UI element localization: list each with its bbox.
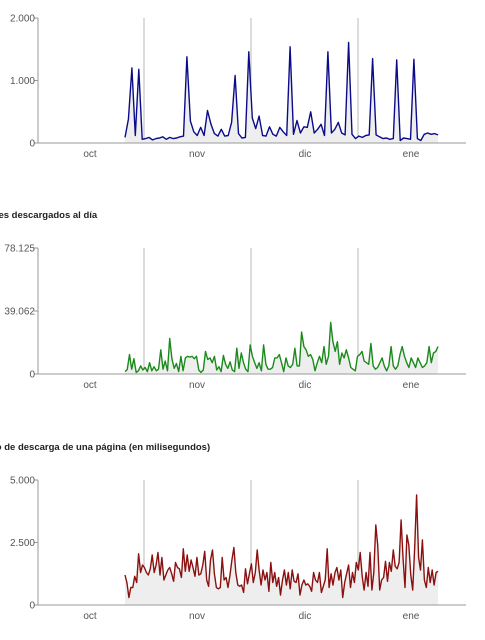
y-tick-label: 0 bbox=[29, 370, 35, 381]
y-tick-label: 2.500 bbox=[10, 538, 35, 549]
x-tick-label: nov bbox=[189, 380, 205, 391]
chart-title: po de descarga de una página (en miliseg… bbox=[0, 442, 211, 453]
y-tick-label: 0 bbox=[29, 601, 35, 612]
x-tick-label: nov bbox=[189, 149, 205, 160]
x-tick-label: ene bbox=[403, 611, 420, 622]
y-tick-label: 39.062 bbox=[4, 307, 35, 318]
series-area bbox=[125, 42, 438, 143]
y-tick-label: 78.125 bbox=[4, 244, 35, 255]
y-tick-label: 1.000 bbox=[10, 76, 35, 87]
x-tick-label: dic bbox=[299, 149, 312, 160]
x-tick-label: nov bbox=[189, 611, 205, 622]
y-tick-label: 0 bbox=[29, 139, 35, 150]
series-line bbox=[124, 321, 439, 374]
series-area bbox=[125, 495, 438, 605]
x-tick-label: oct bbox=[83, 611, 97, 622]
chart-title: ytes descargados al día bbox=[0, 210, 98, 221]
series-line bbox=[124, 41, 439, 142]
series-area bbox=[125, 322, 438, 374]
y-tick-label: 5.000 bbox=[10, 476, 35, 487]
x-tick-label: oct bbox=[83, 149, 97, 160]
x-tick-label: ene bbox=[403, 380, 420, 391]
x-tick-label: dic bbox=[299, 611, 312, 622]
y-tick-label: 2.000 bbox=[10, 14, 35, 25]
x-tick-label: ene bbox=[403, 149, 420, 160]
x-tick-label: dic bbox=[299, 380, 312, 391]
series-line bbox=[124, 494, 439, 599]
x-tick-label: oct bbox=[83, 380, 97, 391]
